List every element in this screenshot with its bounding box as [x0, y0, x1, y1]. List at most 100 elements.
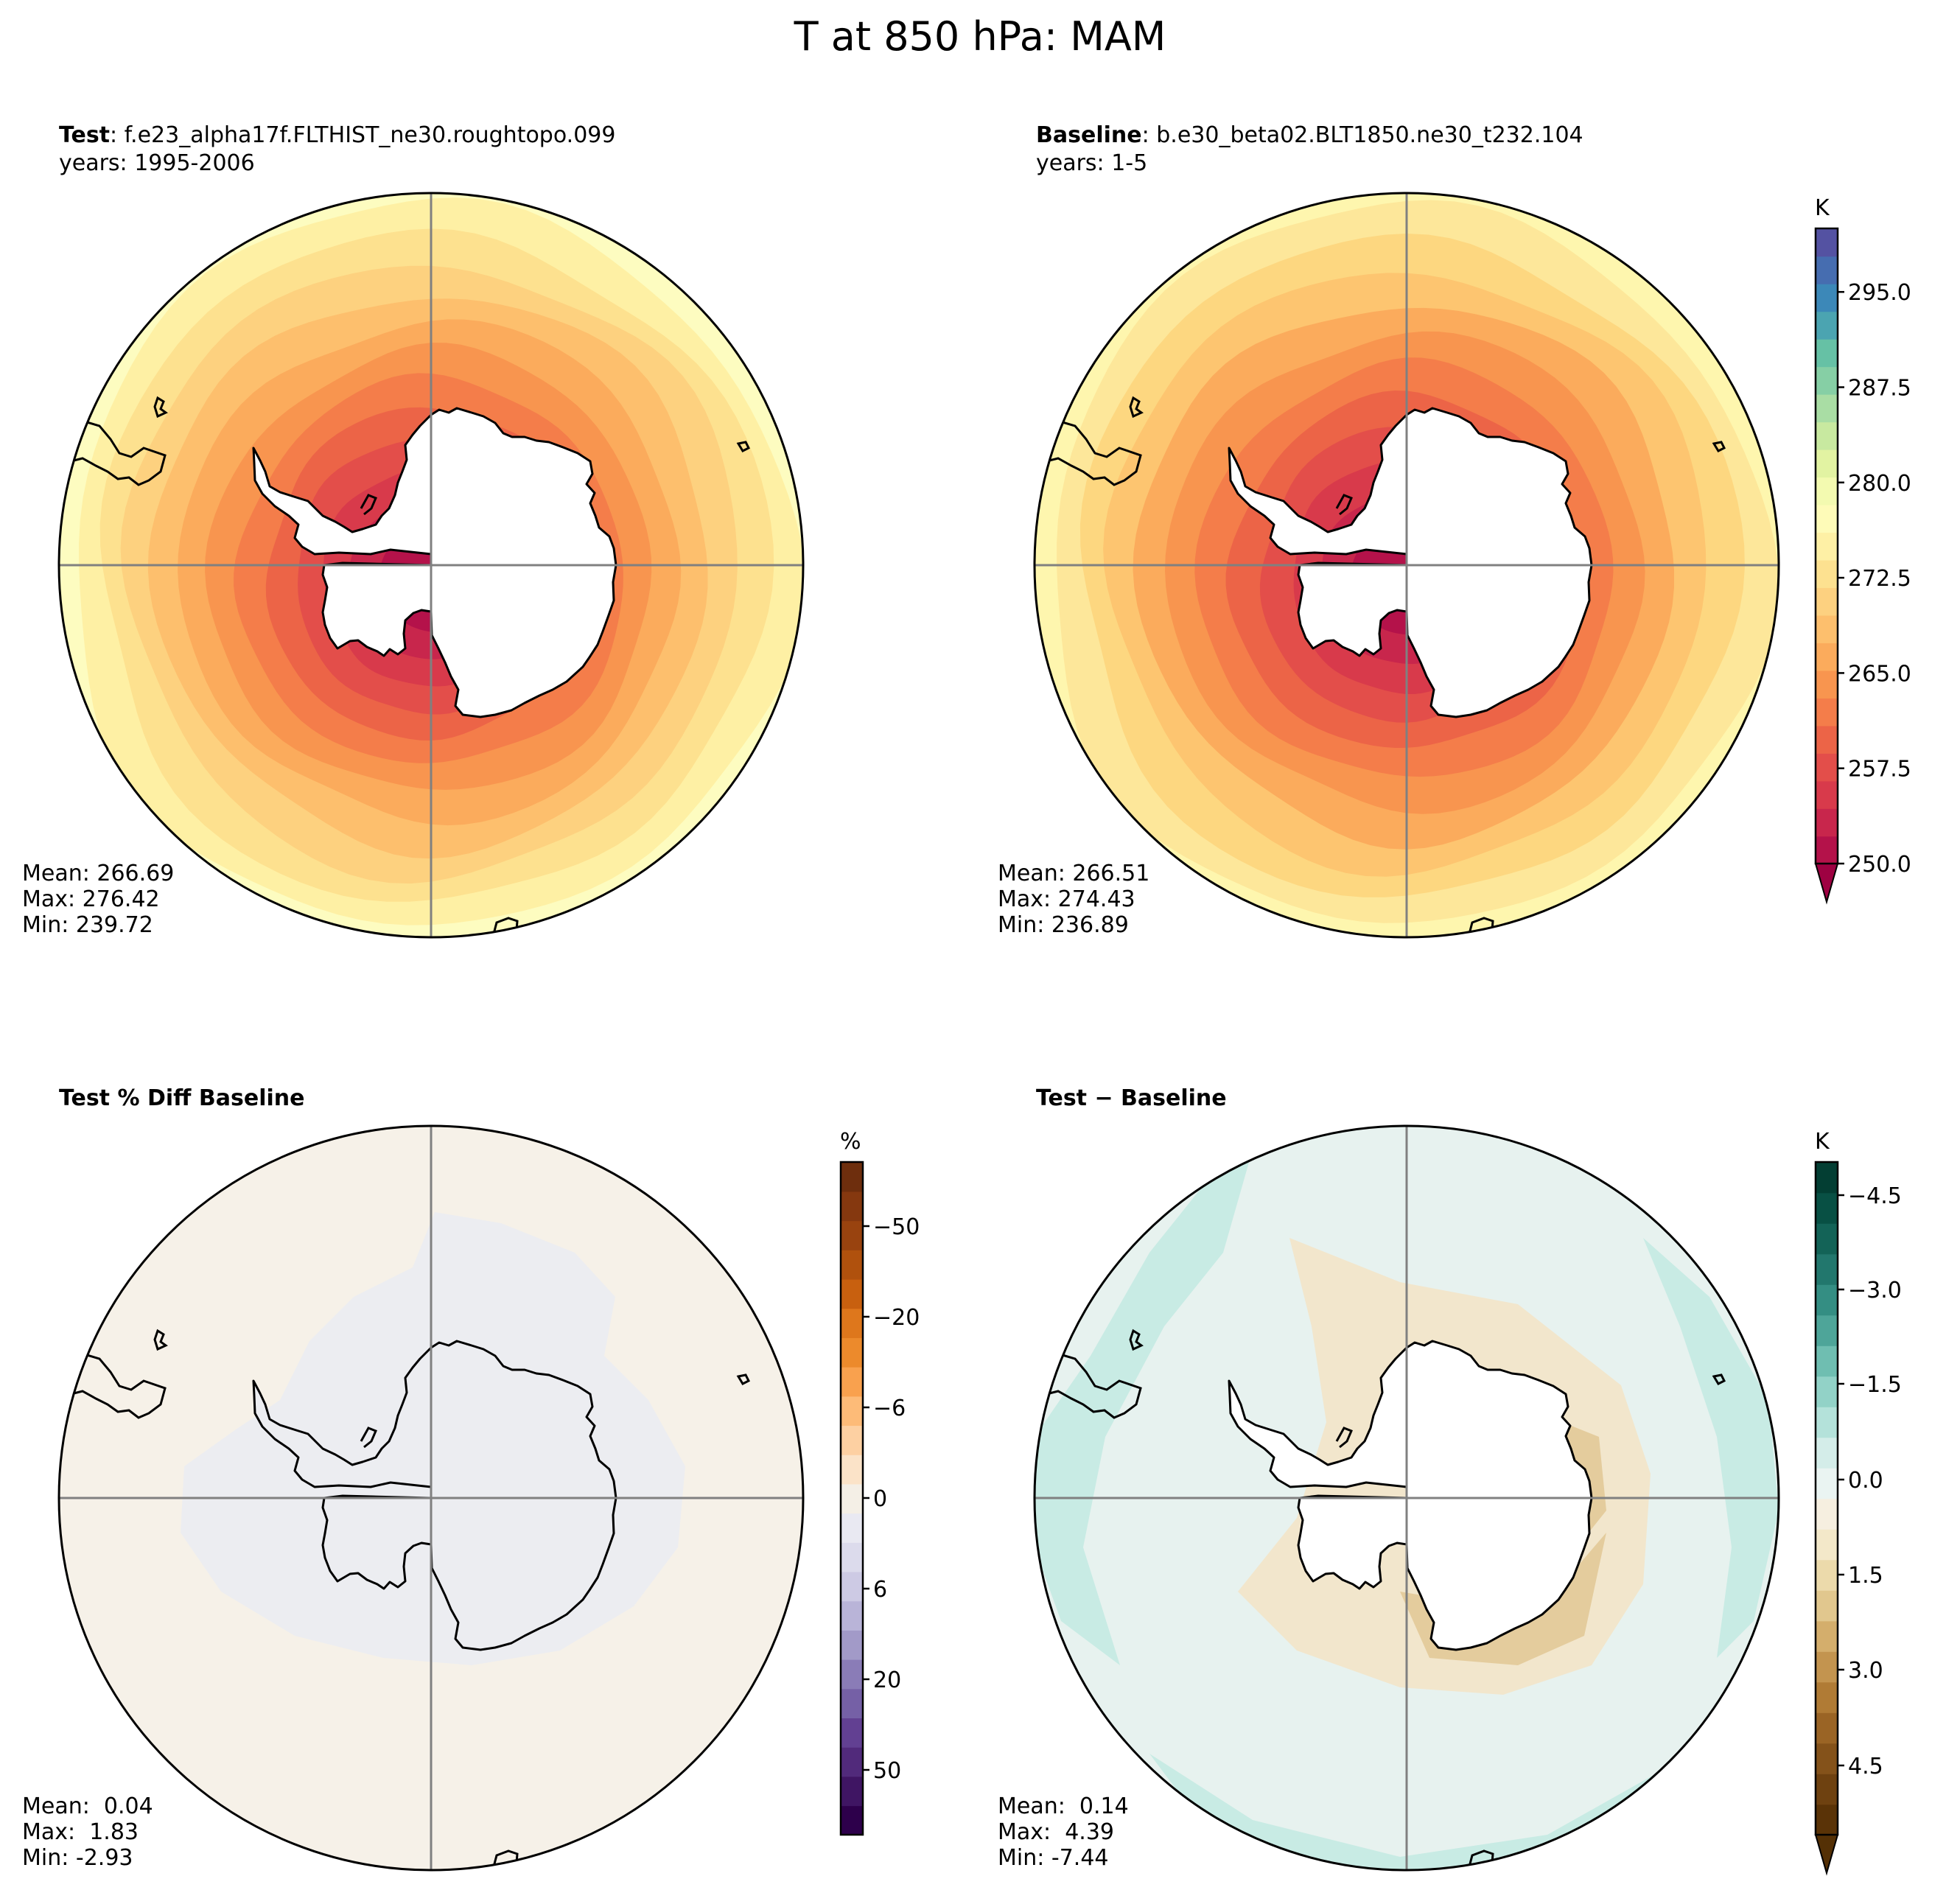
colorbar-segment [841, 1220, 863, 1250]
colorbar-segment [1816, 283, 1838, 312]
colorbar-tick-label: −3.0 [1848, 1278, 1902, 1303]
colorbar-tick-label: 1.5 [1848, 1563, 1883, 1589]
colorbar-segment [1816, 504, 1838, 533]
pct-diff-stats: Mean: 0.04 Max: 1.83 Min: -2.93 [22, 1793, 153, 1871]
diff-mean: Mean: 0.14 [998, 1793, 1129, 1819]
baseline-case-name: : b.e30_beta02.BLT1850.ne30_t232.104 [1141, 122, 1583, 148]
pct-diff-min: Min: -2.93 [22, 1845, 133, 1871]
colorbar-extend-arrow [1814, 1834, 1839, 1876]
colorbar-tick-label: 0 [873, 1486, 887, 1512]
colorbar-segment [841, 1337, 863, 1368]
island-coastline [153, 396, 168, 419]
pct-diff-max: Max: 1.83 [22, 1819, 139, 1845]
colorbar-segment [1816, 1468, 1838, 1499]
pct-diff-title-label: Test % Diff Baseline [59, 1085, 305, 1111]
diff-min: Min: -7.44 [998, 1845, 1109, 1871]
colorbar-tick-label: 272.5 [1848, 566, 1911, 592]
test-case-name: : f.e23_alpha17f.FLTHIST_ne30.roughtopo.… [110, 122, 616, 148]
colorbar-units: % [840, 1129, 861, 1155]
island-coastline [736, 441, 751, 452]
colorbar-segment [1816, 615, 1838, 643]
diff-stats: Mean: 0.14 Max: 4.39 Min: -7.44 [998, 1793, 1129, 1871]
colorbar-segment [1816, 643, 1838, 671]
baseline-title-label: Baseline [1036, 122, 1142, 148]
colorbar-tick-label: 6 [873, 1577, 887, 1603]
antarctica-coastline [252, 1340, 617, 1651]
test-mean: Mean: 266.69 [22, 861, 175, 886]
colorbar-segment [841, 1600, 863, 1631]
baseline-min: Min: 236.89 [998, 912, 1129, 938]
colorbar-segment [1816, 1345, 1838, 1377]
test-panel-title: Test: f.e23_alpha17f.FLTHIST_ne30.rought… [59, 122, 615, 178]
colorbar-units: K [1815, 195, 1830, 221]
colorbar-segment [841, 1483, 863, 1514]
island-coastline [736, 1373, 751, 1385]
colorbar-segment [1816, 449, 1838, 478]
colorbar-segment [1816, 1498, 1838, 1530]
ice-shelf-coastline [1335, 494, 1353, 516]
colorbar-tick-label: 20 [873, 1667, 901, 1693]
antarctica-mask [1229, 1341, 1592, 1650]
colorbar-segment [1816, 1712, 1838, 1744]
test-min: Min: 239.72 [22, 912, 153, 938]
colorbar-tick-label: 280.0 [1848, 471, 1911, 497]
test-max: Max: 276.42 [22, 886, 160, 912]
south-america-coastline [1035, 1351, 1142, 1419]
antarctica-coastline [1228, 1340, 1593, 1651]
colorbar-frame [1814, 1161, 1839, 1836]
colorbar-segment [1816, 256, 1838, 284]
colorbar-segment [1816, 1437, 1838, 1469]
colorbar-segment [841, 1396, 863, 1427]
baseline-map [1033, 192, 1780, 939]
colorbar-tick-label: −50 [873, 1214, 920, 1240]
colorbar-segment [1816, 753, 1838, 782]
colorbar-tick-label: 257.5 [1848, 757, 1911, 783]
colorbar-segment [1816, 338, 1838, 368]
map-boundary [57, 192, 805, 939]
colorbar-tick-label: −6 [873, 1396, 906, 1421]
colorbar-segment [841, 1776, 863, 1807]
colorbar-segment [1816, 1774, 1838, 1805]
island-coastline [1129, 1329, 1144, 1351]
baseline-stats: Mean: 266.51 Max: 274.43 Min: 236.89 [998, 861, 1149, 938]
colorbar-segment [841, 1630, 863, 1660]
colorbar-segment [1816, 311, 1838, 340]
diff-map [1033, 1124, 1780, 1872]
colorbar-segment [841, 1278, 863, 1309]
colorbar-segment [841, 1746, 863, 1777]
colorbar-tick-label: 50 [873, 1758, 901, 1784]
colorbar-segment [1816, 1804, 1838, 1835]
colorbar-segment [841, 1542, 863, 1572]
colorbar-segment [1816, 1192, 1838, 1224]
colorbar-segment [1816, 532, 1838, 561]
test-map [57, 192, 805, 939]
colorbar-segment [1816, 836, 1838, 864]
colorbar-segment [841, 1513, 863, 1543]
island-coastline [1712, 1373, 1726, 1385]
colorbar-segment [841, 1718, 863, 1748]
colorbar-segment [1816, 1743, 1838, 1774]
colorbar-segment [1816, 670, 1838, 699]
south-america-coastline [1035, 419, 1142, 486]
island-coastline [153, 1329, 168, 1351]
antarctica-region [253, 1341, 616, 1650]
pct-diff-panel-title: Test % Diff Baseline [59, 1085, 305, 1113]
antarctica-mask [253, 408, 616, 717]
colorbar-segment [841, 1688, 863, 1719]
colorbar-tick-label: 287.5 [1848, 376, 1911, 402]
map-boundary [1033, 192, 1780, 939]
figure-title: T at 850 hPa: MAM [794, 13, 1166, 60]
colorbar-segment [1816, 1223, 1838, 1255]
colorbar-tick-label: 250.0 [1848, 852, 1911, 878]
colorbar-segment [841, 1425, 863, 1455]
antarctica-coastline [1228, 407, 1593, 718]
colorbar-frame [1814, 227, 1839, 865]
colorbar-segment [841, 1805, 863, 1835]
colorbar-segment [841, 1162, 863, 1192]
ice-shelf-coastline [360, 1427, 377, 1449]
percent-diff-colorbar: % −50 −20 −6 0 6 20 50 [839, 1129, 920, 1836]
colorbar-segment [1816, 228, 1838, 257]
colorbar-tick-label: −1.5 [1848, 1372, 1902, 1398]
colorbar-segment [1816, 366, 1838, 395]
